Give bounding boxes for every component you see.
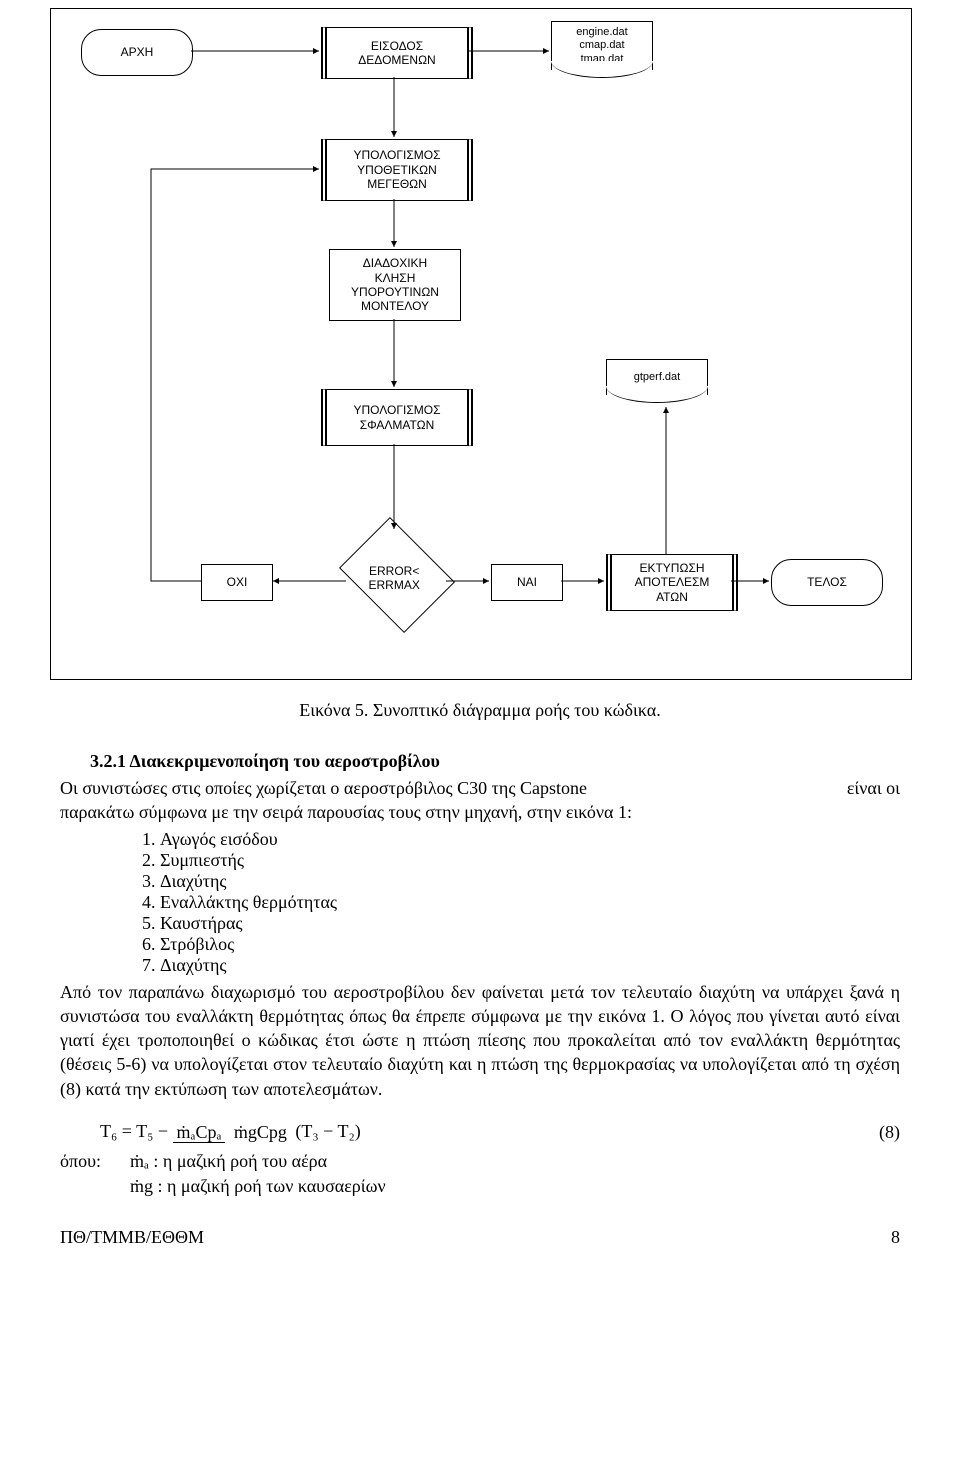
where-a: ṁₐ : η μαζική ροή του αέρα [130,1151,327,1172]
list-item: Συμπιεστής [160,850,900,871]
where-row-g: ṁg : η μαζική ροή των καυσαερίων [60,1176,900,1197]
node-yes: ΝΑΙ [491,564,563,601]
node-gtperf: gtperf.dat [606,359,708,395]
footer-left: ΠΘ/ΤΜΜΒ/ΕΘΘΜ [60,1227,204,1248]
equation-row: T₆ = T₅ − ṁₐCpₐ ṁgCpg (T₃ − T₂) (8) [100,1121,900,1143]
list-item: Εναλλάκτης θερμότητας [160,892,900,913]
node-input: ΕΙΣΟΔΟΣ ΔΕΔΟΜΕΝΩΝ [321,27,473,79]
footer-right: 8 [891,1227,900,1248]
node-no: ΟΧΙ [201,564,273,601]
list-item: Διαχύτης [160,955,900,976]
node-call-sub: ΔΙΑΔΟΧΙΚΗ ΚΛΗΣΗ ΥΠΟΡΟΥΤΙΝΩΝ ΜΟΝΤΕΛΟΥ [329,249,461,321]
para1-c: παρακάτω σύμφωνα με την σειρά παρουσίας … [60,802,632,822]
list-item: Στρόβιλος [160,934,900,955]
node-calc-hypo: ΥΠΟΛΟΓΙΣΜΟΣ ΥΠΟΘΕΤΙΚΩΝ ΜΕΓΕΘΩΝ [321,139,473,201]
equation: T₆ = T₅ − ṁₐCpₐ ṁgCpg (T₃ − T₂) [100,1121,361,1143]
node-decision: ERROR< ERRMAX [339,517,455,633]
node-start: ΑΡΧΗ [81,29,193,76]
eq-den: ṁgCpg [230,1122,291,1142]
node-datfiles: engine.dat cmap.dat tmap.dat [551,21,653,70]
page-footer: ΠΘ/ΤΜΜΒ/ΕΘΘΜ 8 [60,1227,900,1248]
section-heading: 3.2.1 Διακεκριμενοποίηση του αεροστροβίλ… [90,751,900,772]
where-g: ṁg : η μαζική ροή των καυσαερίων [130,1176,386,1197]
node-calc-err: ΥΠΟΛΟΓΙΣΜΟΣ ΣΦΑΛΜΑΤΩΝ [321,389,473,446]
list-item: Αγωγός εισόδου [160,829,900,850]
para1-a: Οι συνιστώσες στις οποίες χωρίζεται ο αε… [60,776,587,800]
where-label: όπου: [60,1151,130,1172]
where-row-a: όπου: ṁₐ : η μαζική ροή του αέρα [60,1151,900,1172]
paragraph-1: Οι συνιστώσες στις οποίες χωρίζεται ο αε… [60,776,900,825]
node-print: ΕΚΤΥΠΩΣΗ ΑΠΟΤΕΛΕΣΜ ΑΤΩΝ [606,554,738,611]
node-decision-label: ERROR< ERRMAX [334,564,454,592]
node-end: ΤΕΛΟΣ [771,559,883,606]
list-item: Καυστήρας [160,913,900,934]
eq-tag: (8) [879,1122,900,1143]
paragraph-2: Από τον παραπάνω διαχωρισμό του αεροστρο… [60,980,900,1101]
para1-b: είναι οι [847,776,900,800]
components-list: Αγωγός εισόδου Συμπιεστής Διαχύτης Εναλλ… [60,829,900,976]
eq-num: ṁₐCpₐ [173,1122,226,1143]
flowchart-container: ΑΡΧΗ ΕΙΣΟΔΟΣ ΔΕΔΟΜΕΝΩΝ engine.dat cmap.d… [50,8,912,680]
list-item: Διαχύτης [160,871,900,892]
figure-caption: Εικόνα 5. Συνοπτικό διάγραμμα ροής του κ… [0,700,960,721]
eq-rhs: (T₃ − T₂) [295,1121,360,1141]
eq-lhs: T₆ = T₅ − [100,1121,168,1141]
